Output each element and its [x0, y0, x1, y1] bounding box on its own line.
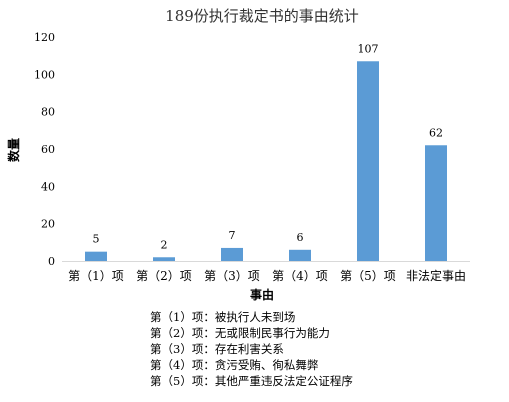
x-tick-label: 第（1）项	[68, 269, 124, 283]
y-tick-label: 60	[41, 143, 55, 156]
category-note: 第（1）项：被执行人未到场	[150, 310, 296, 324]
data-label: 62	[429, 126, 443, 139]
category-note: 第（4）项：贪污受贿、徇私舞弊	[150, 358, 319, 372]
category-note: 第（3）项：存在利害关系	[150, 342, 284, 356]
bar	[221, 247, 243, 261]
y-axis-title: 数量	[6, 138, 21, 162]
category-note: 第（2）项：无或限制民事行为能力	[150, 326, 330, 340]
chart-title: 189份执行裁定书的事由统计	[165, 7, 359, 25]
x-tick-label: 第（4）项	[272, 269, 328, 283]
x-tick-label: 非法定事由	[406, 268, 466, 283]
bar	[357, 61, 379, 262]
data-label: 6	[297, 231, 304, 244]
y-tick-label: 40	[41, 180, 55, 193]
data-label: 107	[358, 42, 379, 55]
x-tick-label: 第（5）项	[340, 269, 396, 283]
data-label: 2	[161, 238, 168, 251]
x-axis-title: 事由	[250, 287, 274, 302]
data-label: 5	[93, 233, 100, 246]
bar	[289, 249, 311, 261]
y-tick-label: 100	[34, 68, 55, 81]
data-label: 7	[229, 229, 236, 242]
x-tick-label: 第（2）项	[136, 269, 192, 283]
x-tick-label: 第（3）项	[204, 269, 260, 283]
category-notes: 第（1）项：被执行人未到场 第（2）项：无或限制民事行为能力 第（3）项：存在利…	[150, 309, 353, 389]
y-tick-label: 0	[48, 255, 55, 268]
bar	[153, 257, 175, 261]
data-labels: 5 2 7 6 107 62	[93, 42, 444, 251]
category-note: 第（5）项：其他严重违反法定公证程序	[150, 374, 353, 388]
bars	[85, 61, 447, 262]
y-tick-label: 120	[34, 31, 55, 44]
x-axis: 第（1）项 第（2）项 第（3）项 第（4）项 第（5）项 非法定事由	[68, 268, 466, 283]
y-tick-label: 80	[41, 106, 55, 119]
bar	[425, 145, 447, 261]
bar	[85, 251, 107, 261]
y-tick-label: 20	[41, 218, 55, 231]
y-axis: 0 20 40 60 80 100 120	[34, 31, 55, 268]
